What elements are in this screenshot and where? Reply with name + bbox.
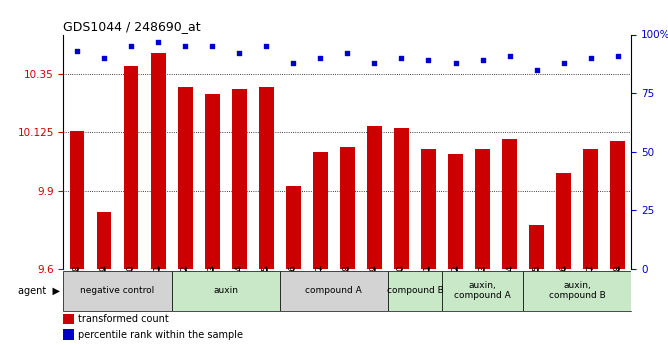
Point (531, 67, 542, 72)
Bar (232, 89, 246, 269)
Bar (394, 128, 409, 269)
Bar (556, 172, 571, 269)
Bar (388, 271, 442, 310)
Bar (502, 139, 517, 269)
Bar (172, 271, 280, 310)
Bar (124, 66, 138, 269)
Bar (340, 147, 355, 269)
Text: auxin,
compound B: auxin, compound B (549, 281, 606, 300)
Bar (367, 126, 382, 269)
Text: compound B: compound B (387, 286, 444, 295)
Bar (475, 149, 490, 269)
Bar (97, 212, 112, 269)
Bar (529, 225, 544, 269)
Bar (286, 186, 301, 269)
Point (477, 58, 488, 63)
Point (153, 39, 164, 44)
Text: negative control: negative control (80, 286, 155, 295)
Bar (63, 329, 73, 340)
Bar (280, 271, 388, 310)
Point (613, 53, 623, 58)
Bar (421, 149, 436, 269)
Point (450, 60, 461, 66)
Bar (69, 131, 84, 269)
Point (369, 60, 379, 66)
Text: auxin,
compound A: auxin, compound A (454, 281, 511, 300)
Point (396, 55, 407, 61)
Bar (611, 141, 625, 269)
Point (71, 48, 82, 54)
Text: agent  ▶: agent ▶ (18, 286, 60, 296)
Point (585, 55, 596, 61)
Point (261, 43, 272, 49)
Bar (259, 87, 274, 269)
Point (342, 50, 353, 56)
Point (423, 58, 434, 63)
Point (180, 43, 190, 49)
Bar (63, 271, 172, 310)
Bar (442, 271, 523, 310)
Text: compound A: compound A (305, 286, 362, 295)
Bar (583, 149, 598, 269)
Text: auxin: auxin (213, 286, 238, 295)
Bar (313, 152, 328, 269)
Text: transformed count: transformed count (77, 314, 168, 324)
Bar (523, 271, 631, 310)
Bar (448, 155, 463, 269)
Point (504, 53, 515, 58)
Bar (178, 87, 192, 269)
Point (126, 43, 136, 49)
Text: GDS1044 / 248690_at: GDS1044 / 248690_at (63, 20, 201, 33)
Text: percentile rank within the sample: percentile rank within the sample (77, 330, 242, 340)
Point (234, 50, 244, 56)
Bar (63, 314, 73, 324)
Point (315, 55, 326, 61)
Point (288, 60, 299, 66)
Bar (151, 53, 166, 269)
Point (558, 60, 569, 66)
Point (207, 43, 218, 49)
Bar (204, 95, 220, 269)
Point (99, 55, 110, 61)
